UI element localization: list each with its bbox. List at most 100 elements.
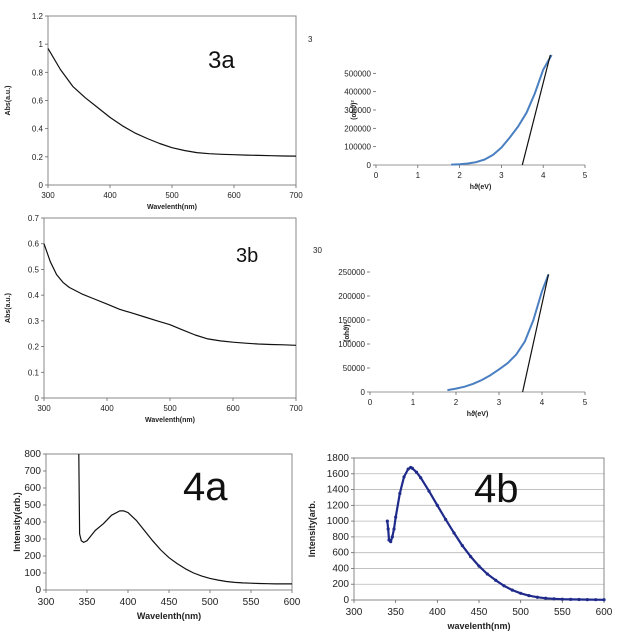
y-tick-label: 700 [24, 466, 41, 477]
data-point [527, 594, 531, 598]
data-point [544, 596, 548, 600]
x-tick-label: 3 [497, 398, 502, 407]
y-tick-label: 800 [24, 449, 41, 460]
y-tick-label: 1000 [327, 516, 350, 527]
x-tick-label: 4 [540, 398, 545, 407]
series-line [43, 243, 297, 346]
x-tick-label: 450 [471, 607, 488, 618]
y-tick-label: 1 [39, 40, 44, 49]
data-point [519, 591, 523, 595]
data-point [394, 515, 398, 519]
x-tick-label: 500 [202, 597, 219, 608]
y-tick-label: 100000 [344, 143, 371, 152]
y-tick-label: 0 [35, 394, 40, 403]
y-tick-label: 150000 [338, 316, 365, 325]
x-tick-label: 500 [512, 607, 529, 618]
tangent-line [522, 274, 550, 393]
data-point [390, 535, 394, 539]
y-tick-label: 0.2 [32, 153, 44, 162]
y-tick-label: 500000 [344, 69, 371, 78]
x-tick-label: 400 [120, 597, 137, 608]
y-tick-label: 100000 [338, 340, 365, 349]
panel-label: 3b [236, 245, 258, 267]
y-axis-label: (αhϑ)² [351, 100, 358, 120]
y-tick-label: 0.8 [32, 68, 44, 77]
y-tick-label: 250000 [338, 268, 365, 277]
data-point [435, 503, 439, 507]
x-tick-label: 450 [161, 597, 178, 608]
series-line [78, 453, 292, 585]
chart-4a-pl: 0 100 200 300 400 500 600 700 800 300 350 400 450 500… [12, 449, 301, 621]
y-tick-label: 0 [361, 388, 366, 397]
y-axis-label: Abs(a.u.) [5, 293, 12, 323]
data-point [398, 491, 402, 496]
x-tick-label: 500 [163, 404, 177, 413]
data-point [389, 540, 393, 544]
x-tick-label: 550 [554, 607, 571, 618]
data-point [469, 555, 473, 559]
data-point [410, 466, 414, 470]
data-point [427, 489, 431, 493]
y-tick-label: 300 [24, 534, 41, 545]
y-tick-label: 0.4 [28, 291, 40, 300]
y-tick-label: 300000 [344, 106, 371, 115]
x-tick-label: 600 [596, 607, 613, 618]
y-tick-label: 100 [24, 568, 41, 579]
x-tick-label: 600 [226, 404, 240, 413]
data-point [477, 564, 481, 568]
x-axis-label: Wavelenth(nm) [147, 204, 197, 211]
x-axis-label: Wavelenth(nm) [137, 611, 201, 621]
y-tick-label: 1400 [327, 485, 350, 496]
x-tick-label: 700 [289, 191, 303, 200]
x-tick-label: 600 [227, 191, 241, 200]
x-tick-label: 1 [416, 171, 421, 180]
y-tick-label: 0 [367, 161, 372, 170]
data-point [414, 470, 419, 474]
series-line [451, 54, 553, 166]
y-tick-label: 400000 [344, 88, 371, 97]
y-tick-label: 200 [332, 579, 349, 590]
chart-3a-tauc: 0 100000 200000 300000 400000 500000 0 1 2 3 4 5 hϑ(… [308, 35, 588, 191]
x-tick-label: 5 [583, 398, 588, 407]
x-tick-label: 300 [38, 597, 55, 608]
x-axis-label: hϑ(eV) [470, 184, 492, 191]
y-tick-label: 0.3 [28, 317, 40, 326]
data-point [385, 519, 389, 523]
data-point [585, 598, 589, 602]
chart-3b-tauc: 0 50000 100000 150000 200000 250000 0 1 2 3 4 5 hϑ(e… [313, 246, 588, 418]
data-point [402, 475, 406, 479]
y-tick-label: 0.1 [28, 368, 40, 377]
y-tick-label: 600 [24, 483, 41, 494]
data-point [406, 467, 410, 471]
x-tick-label: 300 [37, 404, 51, 413]
y-tick-label: 200000 [344, 124, 371, 133]
title-fragment: 30 [313, 246, 322, 255]
data-point [444, 517, 448, 522]
data-point [602, 598, 606, 602]
tangent-line [521, 54, 551, 166]
x-tick-label: 700 [289, 404, 303, 413]
plot-frame [45, 453, 293, 591]
data-point [494, 578, 498, 582]
y-axis-label: Abs(a.u.) [5, 86, 12, 116]
x-tick-label: 350 [387, 607, 404, 618]
x-tick-label: 400 [103, 191, 117, 200]
y-tick-label: 500 [24, 500, 41, 511]
y-tick-label: 1600 [327, 469, 350, 480]
data-point [560, 597, 564, 601]
data-point [460, 543, 464, 548]
data-point [392, 527, 396, 531]
y-tick-label: 0.7 [28, 214, 40, 223]
x-tick-label: 4 [541, 171, 546, 180]
panel-label: 3a [208, 47, 235, 74]
x-tick-label: 1 [411, 398, 416, 407]
x-tick-label: 550 [243, 597, 260, 608]
x-tick-label: 300 [41, 191, 55, 200]
y-tick-label: 0.5 [28, 265, 40, 274]
data-point [419, 476, 423, 480]
data-point [552, 597, 556, 601]
x-tick-label: 300 [346, 607, 363, 618]
x-axis-label: hϑ(eV) [467, 411, 489, 418]
data-point [510, 588, 514, 592]
